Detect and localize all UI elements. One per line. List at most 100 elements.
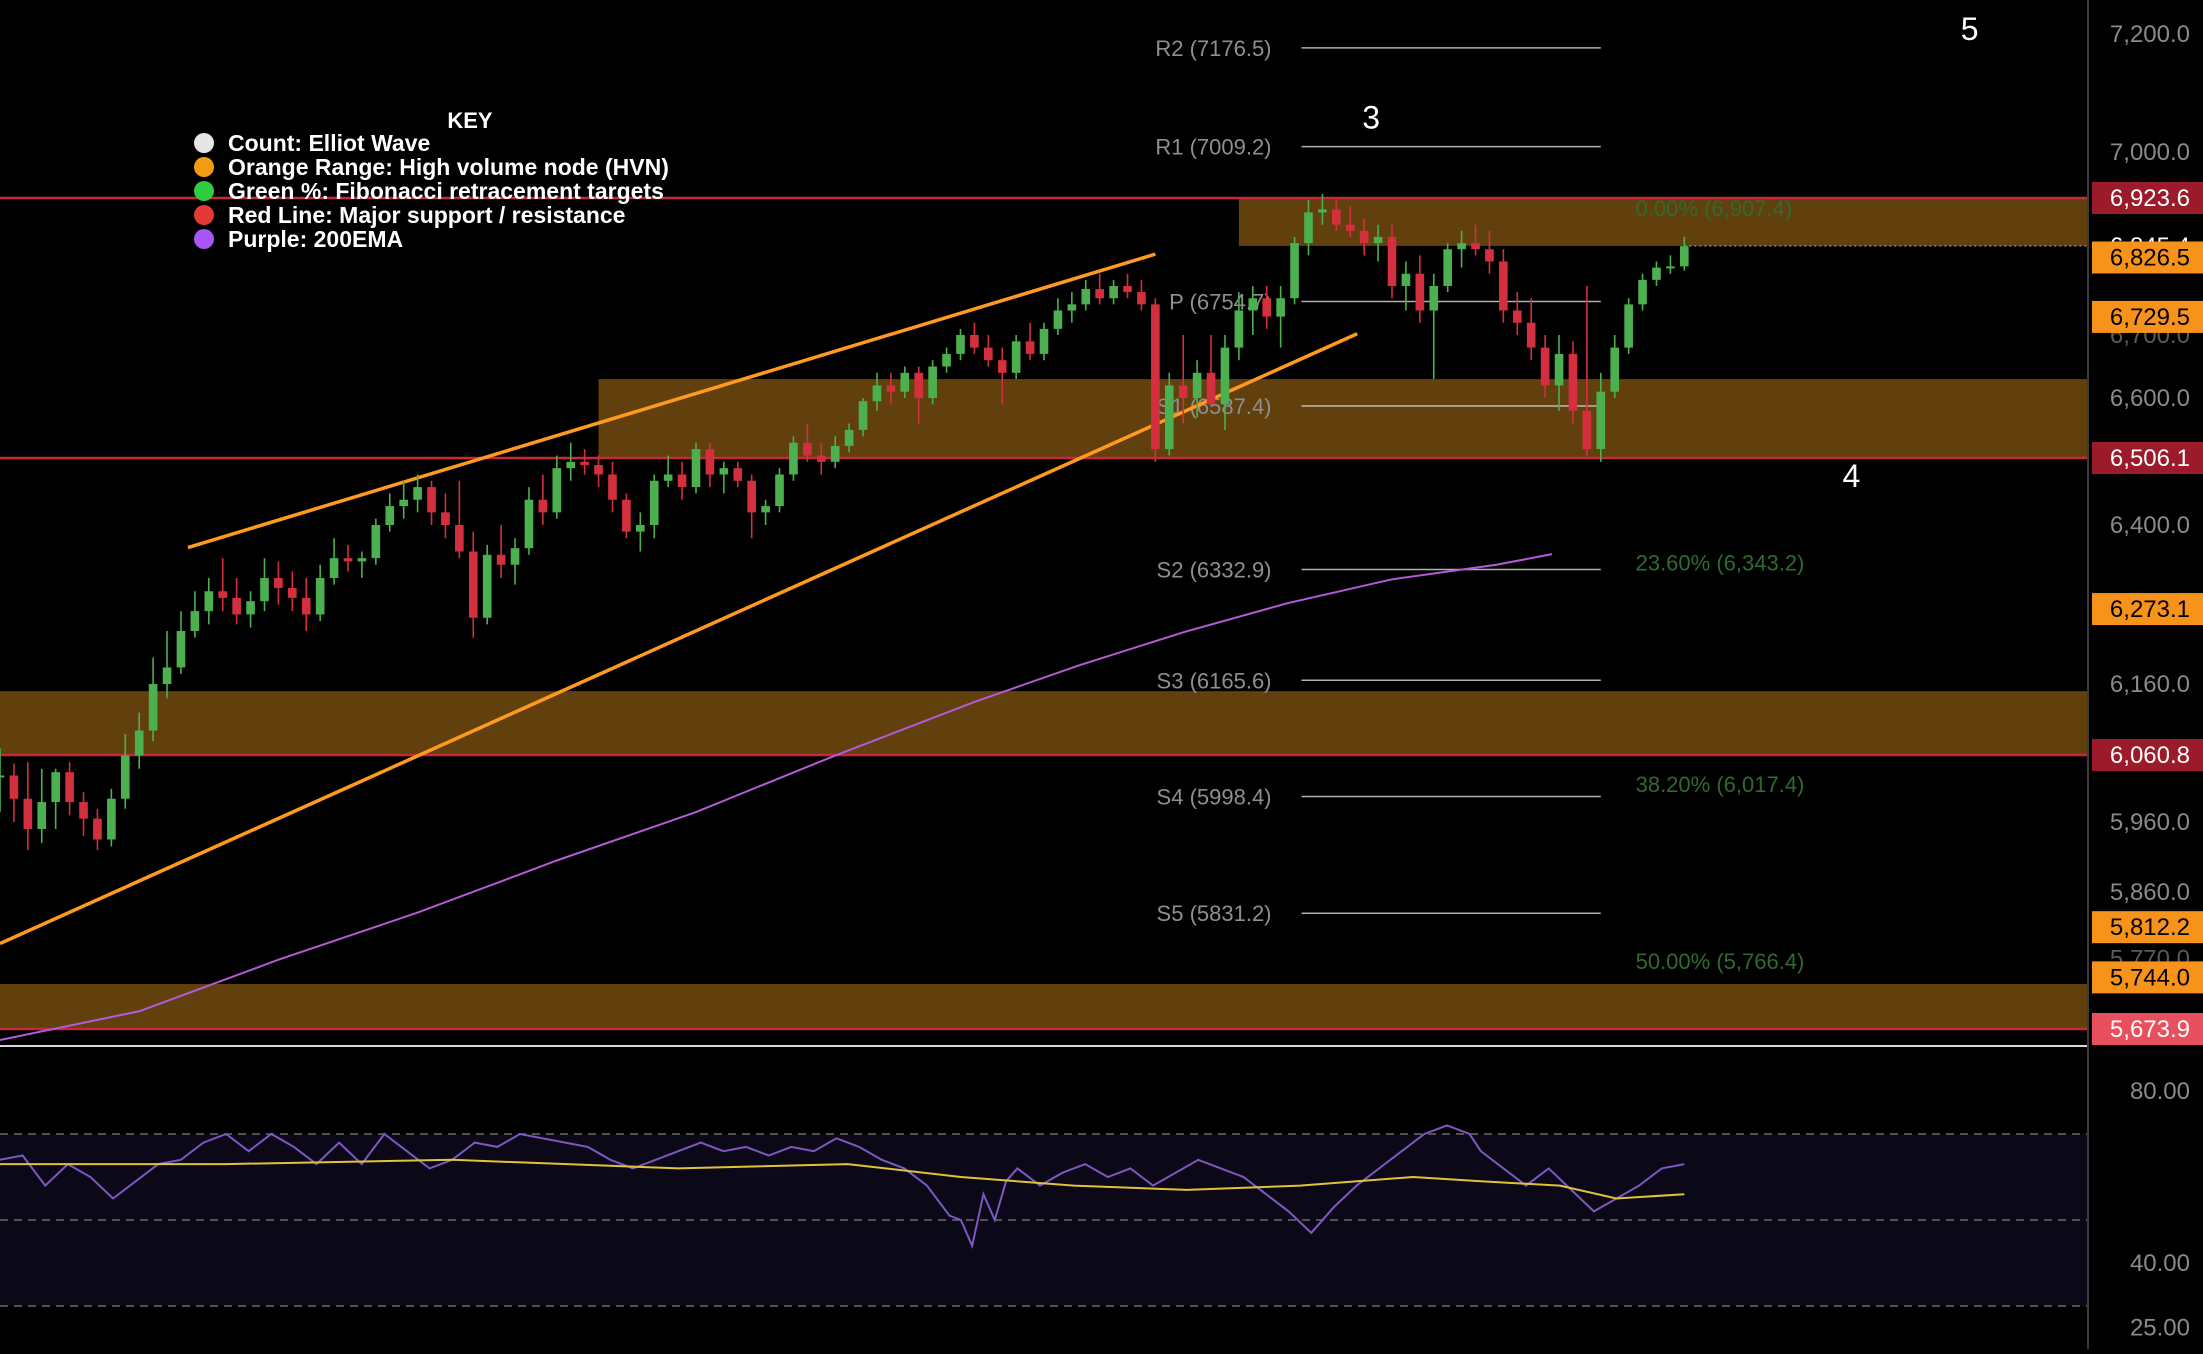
candle <box>148 657 158 742</box>
candle-body <box>1345 224 1355 231</box>
candle <box>1332 200 1341 231</box>
candle <box>371 518 381 565</box>
candle <box>9 763 19 822</box>
candle-body <box>914 372 924 398</box>
candle <box>858 398 868 437</box>
candle <box>886 372 896 405</box>
candle-body <box>441 512 450 525</box>
candle-body <box>1025 341 1035 354</box>
candle <box>1262 285 1272 329</box>
candle-body <box>120 755 130 799</box>
price-badge <box>2092 300 2203 333</box>
candle <box>23 762 33 850</box>
candle-body <box>455 525 464 552</box>
candle-body <box>427 487 436 513</box>
candle-body <box>510 548 520 565</box>
candle-body <box>928 366 937 398</box>
candle <box>747 474 756 539</box>
candle <box>399 480 408 519</box>
candle-body <box>1401 273 1411 286</box>
candle-body <box>830 445 840 462</box>
legend-dot <box>194 133 214 153</box>
candle <box>1137 279 1146 311</box>
candle <box>329 538 339 585</box>
pivot-levels: R2 (7176.5)R1 (7009.2)P (6754.7)S1 (6587… <box>1155 36 1601 926</box>
price-badge-label: 6,826.5 <box>2110 244 2190 271</box>
candle <box>1568 341 1578 424</box>
candle-body <box>9 775 19 799</box>
candle-body <box>803 442 812 456</box>
candle <box>538 474 548 525</box>
price-axis[interactable]: 7,200.0 7,000.0 6,600.0 6,400.0 6,160.0 5,960… <box>2087 0 2203 1349</box>
candle-body <box>301 597 311 615</box>
candle <box>789 436 798 481</box>
candle <box>190 591 200 638</box>
candle <box>427 480 436 525</box>
candle-body <box>1234 310 1244 348</box>
rsi-tick-label: 40.00 <box>2130 1250 2190 1277</box>
candle <box>914 366 924 424</box>
candle <box>134 712 144 769</box>
rsi-panel <box>0 1045 2088 1349</box>
price-badge <box>2092 911 2203 944</box>
price-tick-label: 6,600.0 <box>2110 385 2190 412</box>
price-badge <box>2092 241 2203 274</box>
candle <box>942 347 951 373</box>
candle-body <box>357 558 367 562</box>
candle-body <box>761 506 770 513</box>
candle-body <box>775 474 784 507</box>
candle <box>1053 298 1063 335</box>
candle-body <box>496 554 506 565</box>
candle <box>997 347 1007 405</box>
pivot-label: S5 (5831.2) <box>1157 901 1272 926</box>
candle <box>1206 335 1216 405</box>
candle-body <box>260 578 269 602</box>
hvn-zone <box>0 691 2088 755</box>
candle-body <box>1554 353 1564 386</box>
candle <box>1499 249 1508 323</box>
candle-body <box>524 499 534 549</box>
candle-body <box>816 455 826 462</box>
candle-body <box>1164 385 1174 450</box>
candle <box>1638 273 1647 311</box>
support-resistance-lines <box>0 196 2088 1031</box>
candle-body <box>1443 249 1452 286</box>
hvn-zone <box>0 984 2088 1029</box>
candle-body <box>79 802 88 819</box>
candle-body <box>148 684 158 731</box>
candle-body <box>747 480 756 513</box>
candle <box>413 474 422 513</box>
candle <box>1067 292 1077 323</box>
price-badge-label: 6,060.8 <box>2110 742 2190 769</box>
candle-body <box>789 442 798 475</box>
candle <box>343 544 353 572</box>
candle <box>1220 335 1230 430</box>
candle <box>455 480 464 559</box>
candle <box>65 762 74 816</box>
candle <box>176 611 186 675</box>
candle <box>1526 298 1536 361</box>
candle <box>1457 230 1466 268</box>
candle <box>1095 273 1104 305</box>
candle <box>1680 236 1689 271</box>
price-tick-label: 7,200.0 <box>2110 21 2190 48</box>
candle-body <box>691 449 701 488</box>
candle-body <box>1359 230 1369 244</box>
candle <box>510 538 520 585</box>
legend-item-label: Red Line: Major support / resistance <box>228 202 625 228</box>
candle-body <box>1596 391 1606 450</box>
rsi-ma-line <box>0 1158 1685 1200</box>
candle-body <box>1206 372 1216 405</box>
candle-body <box>1262 298 1272 317</box>
candle <box>691 442 701 494</box>
candle <box>1290 236 1299 305</box>
candle-body <box>23 798 33 829</box>
candle <box>79 792 88 836</box>
candle-body <box>190 611 200 631</box>
candle <box>288 571 297 612</box>
candle <box>301 578 311 631</box>
price-badge <box>2092 182 2203 214</box>
candle <box>1081 279 1091 311</box>
candle <box>956 328 965 361</box>
candle-body <box>162 667 172 684</box>
